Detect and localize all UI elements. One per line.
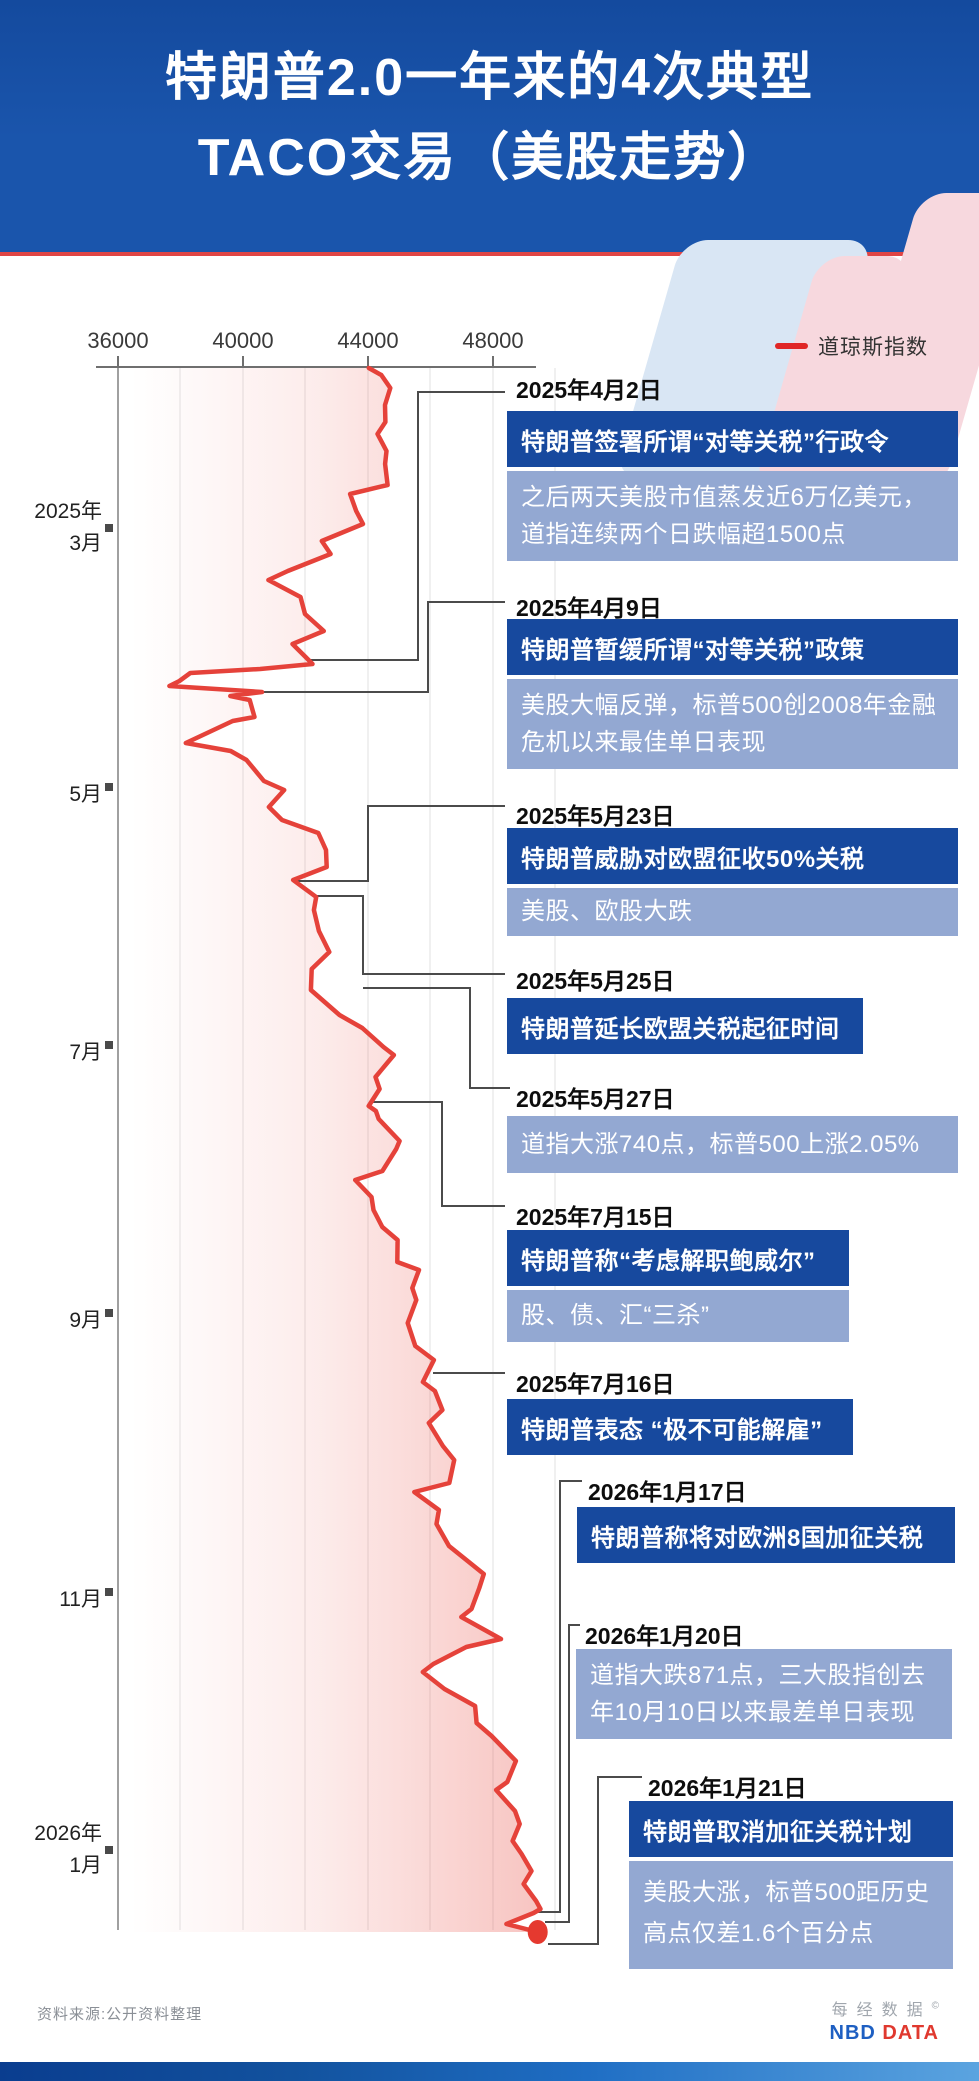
event-date: 2026年1月21日 bbox=[648, 1775, 807, 1801]
event-detail: 道指大跌871点，三大股指创去年10月10日以来最差单日表现 bbox=[576, 1649, 952, 1739]
time-tick-7: 7月 bbox=[69, 1041, 102, 1064]
event-detail: 美股、欧股大跌 bbox=[507, 888, 958, 936]
time-tick-9: 9月 bbox=[69, 1309, 102, 1332]
page-title: 特朗普2.0一年来的4次典型 TACO交易（美股走势） bbox=[0, 38, 979, 198]
time-tick-2025-3: 2025年 3月 bbox=[6, 496, 102, 560]
value-tick-44000: 44000 bbox=[337, 328, 399, 353]
time-tick-11: 11月 bbox=[59, 1588, 102, 1611]
event-detail: 之后两天美股市值蒸发近6万亿美元，道指连续两个日跌幅超1500点 bbox=[507, 471, 958, 561]
event-date: 2026年1月20日 bbox=[585, 1623, 744, 1649]
event-date: 2025年7月15日 bbox=[516, 1204, 675, 1230]
event-date: 2026年1月17日 bbox=[588, 1479, 747, 1505]
event-headline: 特朗普取消加征关税计划 bbox=[629, 1801, 953, 1857]
brand-cn-label: 每经数据© bbox=[831, 2000, 939, 2019]
bottom-accent-bar bbox=[0, 2062, 979, 2081]
event-date: 2025年4月2日 bbox=[516, 377, 662, 403]
event-detail: 道指大涨740点，标普500上涨2.05% bbox=[507, 1116, 958, 1173]
event-headline: 特朗普称“考虑解职鲍威尔” bbox=[507, 1230, 849, 1286]
event-headline: 特朗普威胁对欧盟征收50%关税 bbox=[507, 828, 958, 884]
time-tick-month: 1月 bbox=[69, 1854, 102, 1877]
event-headline: 特朗普称将对欧洲8国加征关税 bbox=[577, 1507, 955, 1563]
event-detail: 美股大涨，标普500距历史高点仅差1.6个百分点 bbox=[629, 1861, 953, 1969]
page-title-line1: 特朗普2.0一年来的4次典型 bbox=[164, 49, 815, 107]
event-date: 2025年5月23日 bbox=[516, 803, 675, 829]
data-source-note: 资料来源:公开资料整理 bbox=[37, 2006, 203, 2023]
value-tick-48000: 48000 bbox=[462, 328, 524, 353]
page-title-line2: TACO交易（美股走势） bbox=[197, 129, 782, 187]
time-tick-year: 2026年 bbox=[34, 1822, 102, 1845]
time-tick-2026-1: 2026年 1月 bbox=[6, 1818, 102, 1882]
time-tick-5: 5月 bbox=[69, 783, 102, 806]
header-underline bbox=[0, 252, 979, 256]
event-date: 2025年4月9日 bbox=[516, 595, 662, 621]
event-date: 2025年5月25日 bbox=[516, 968, 675, 994]
event-detail: 股、债、汇“三杀” bbox=[507, 1290, 849, 1342]
event-date: 2025年5月27日 bbox=[516, 1086, 675, 1112]
event-headline: 特朗普暂缓所谓“对等关税”政策 bbox=[507, 619, 958, 675]
brand-en-label: NBD DATA bbox=[829, 2022, 939, 2044]
value-tick-40000: 40000 bbox=[212, 328, 274, 353]
event-date: 2025年7月16日 bbox=[516, 1371, 675, 1397]
value-tick-36000: 36000 bbox=[87, 328, 149, 353]
event-headline: 特朗普表态 “极不可能解雇” bbox=[507, 1399, 853, 1455]
time-tick-year: 2025年 bbox=[34, 500, 102, 523]
legend-line-swatch-icon bbox=[775, 343, 808, 349]
legend-label: 道琼斯指数 bbox=[818, 336, 928, 359]
event-headline: 特朗普延长欧盟关税起征时间 bbox=[507, 998, 863, 1054]
brand-logo: 每经数据© NBD DATA bbox=[830, 1996, 939, 2045]
event-detail: 美股大幅反弹，标普500创2008年金融危机以来最佳单日表现 bbox=[507, 679, 958, 769]
event-headline: 特朗普签署所谓“对等关税”行政令 bbox=[507, 411, 958, 467]
header-banner bbox=[0, 0, 979, 252]
legend: 道琼斯指数 bbox=[775, 333, 928, 359]
time-tick-month: 3月 bbox=[69, 532, 102, 555]
